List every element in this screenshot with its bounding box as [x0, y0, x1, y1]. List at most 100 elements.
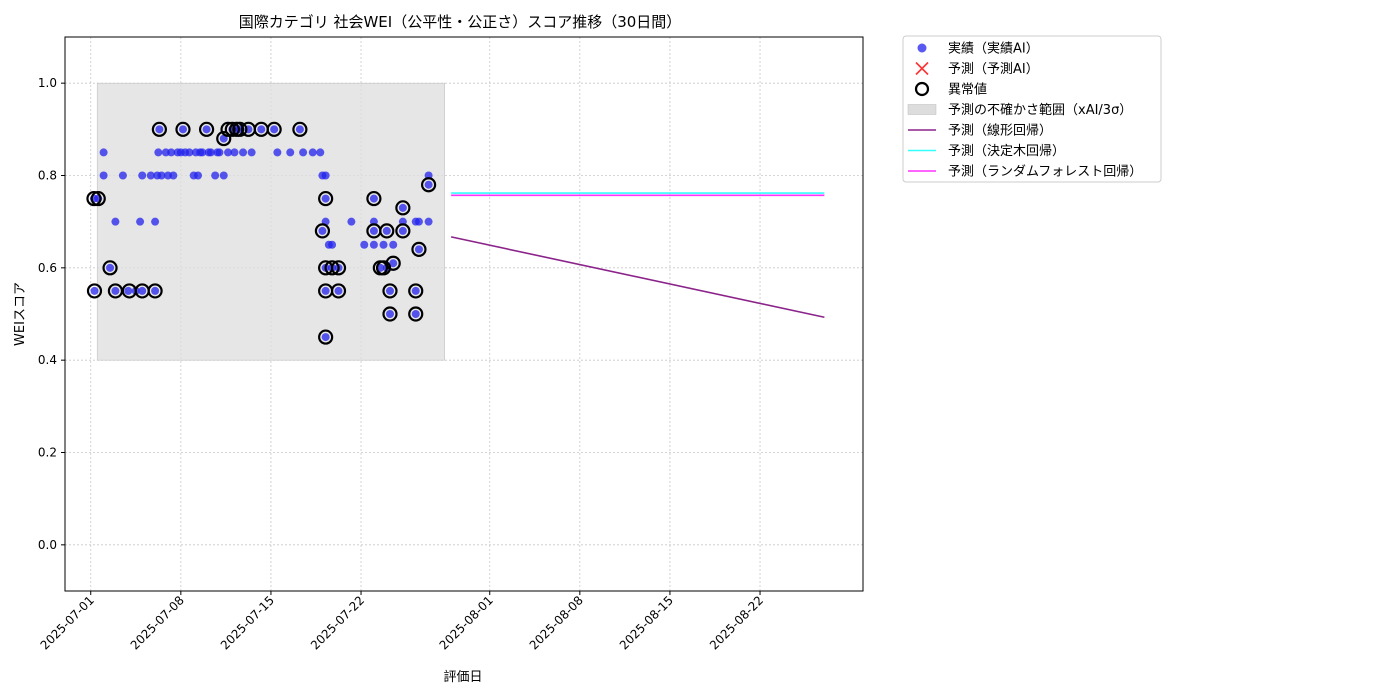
actual-point: [360, 240, 369, 249]
actual-point: [424, 180, 433, 189]
anomaly-marker: [318, 329, 334, 345]
x-axis-ticks: 2025-07-01 2025-07-08 2025-07-15 2025-07-22…: [38, 591, 766, 652]
anomaly-marker: [379, 223, 395, 239]
plot-frame: [64, 36, 864, 592]
anomaly-marker: [395, 200, 411, 216]
actual-point: [124, 286, 133, 295]
x-tick-label: 2025-08-08: [527, 593, 586, 652]
actual-point: [369, 226, 378, 235]
anomaly-marker: [86, 190, 102, 207]
anomaly-marker: [266, 121, 282, 137]
y-tick-label: 0.0: [38, 538, 57, 552]
actual-point: [369, 194, 378, 203]
actual-point: [219, 171, 228, 180]
anomaly-marker: [411, 241, 427, 257]
actual-point: [211, 171, 220, 180]
anomaly-marker: [330, 283, 347, 299]
actual-point: [273, 148, 282, 157]
anomaly-marker: [408, 283, 424, 299]
anomaly-marker: [220, 121, 236, 137]
legend-label: 予測の不確かさ範囲（xAI/3σ）: [948, 102, 1132, 118]
actual-point: [198, 148, 207, 157]
legend-cross-swatch: [915, 61, 929, 76]
anomaly-marker: [232, 121, 248, 137]
anomaly-marker: [385, 255, 401, 271]
actual-point: [414, 245, 423, 254]
actual-point: [398, 203, 407, 212]
actual-point: [151, 286, 160, 295]
anomaly-marker: [216, 130, 232, 147]
anomaly-marker: [86, 283, 103, 299]
y-tick-label: 0.6: [38, 261, 57, 275]
actual-point: [389, 259, 398, 268]
actual-point: [239, 148, 248, 157]
actual-point: [202, 125, 211, 134]
actual-point: [334, 286, 343, 295]
actual-point: [194, 171, 202, 180]
anomaly-rings-layer: [86, 121, 437, 345]
actual-point: [138, 286, 147, 295]
x-tick-label: 2025-08-22: [707, 593, 766, 652]
actual-point: [138, 171, 147, 180]
y-tick-label: 0.4: [38, 353, 57, 367]
legend-label: 実績（実績AI）: [948, 41, 1039, 57]
x-tick-label: 2025-08-01: [437, 593, 496, 652]
x-tick-label: 2025-07-15: [218, 593, 277, 652]
anomaly-marker: [382, 306, 398, 322]
actual-point: [157, 171, 166, 180]
y-tick-label: 1.0: [38, 76, 57, 90]
legend-label: 予測（線形回帰）: [948, 123, 1052, 139]
actual-point: [206, 148, 215, 157]
actual-point: [111, 286, 120, 295]
legend-box: [902, 35, 1162, 183]
actual-point: [151, 217, 160, 226]
actual-point: [398, 226, 407, 235]
legend-dot-swatch: [917, 43, 927, 53]
anomaly-marker: [330, 260, 347, 276]
actual-point: [347, 217, 356, 226]
actual-point: [308, 148, 317, 157]
x-axis-label: 評価日: [443, 670, 482, 685]
y-tick-label: 0.2: [38, 446, 57, 460]
actual-point: [146, 171, 155, 180]
actual-point: [111, 217, 120, 226]
anomaly-marker: [318, 190, 334, 207]
actual-point: [369, 240, 378, 249]
actual-point: [321, 333, 330, 342]
actual-point: [389, 240, 398, 249]
actual-point: [167, 148, 176, 157]
actual-point: [321, 286, 330, 295]
anomaly-marker: [382, 283, 398, 299]
actual-point: [136, 217, 145, 226]
actual-point: [379, 240, 388, 249]
actual-point: [424, 217, 433, 226]
actual-point: [118, 171, 127, 180]
actual-point: [270, 125, 279, 134]
anomaly-marker: [224, 121, 240, 137]
actual-point: [382, 226, 391, 235]
anomaly-marker: [198, 121, 215, 137]
x-tick-label: 2025-07-01: [38, 593, 97, 652]
anomaly-marker: [175, 121, 191, 137]
actual-point: [385, 286, 394, 295]
anomaly-marker: [147, 283, 163, 299]
legend-label: 異常値: [948, 82, 987, 98]
legend-label: 予測（決定木回帰）: [948, 143, 1065, 159]
actual-point: [414, 217, 423, 226]
actual-point: [178, 125, 187, 134]
actual-point: [154, 148, 163, 157]
forecast-line: [450, 236, 825, 319]
y-tick-label: 0.8: [38, 169, 57, 183]
anomaly-marker: [151, 121, 167, 137]
actual-point: [321, 171, 330, 180]
actual-point: [385, 310, 394, 318]
y-axis-ticks: 0.0 0.2 0.4 0.6 0.8 1.0: [38, 76, 65, 552]
actual-point: [299, 148, 308, 157]
actual-point: [318, 226, 327, 235]
actual-point: [215, 148, 224, 157]
actual-point: [90, 286, 99, 295]
legend-band-swatch: [907, 104, 937, 115]
actual-point: [169, 171, 178, 180]
anomaly-marker: [292, 121, 308, 137]
actual-point: [411, 286, 420, 295]
